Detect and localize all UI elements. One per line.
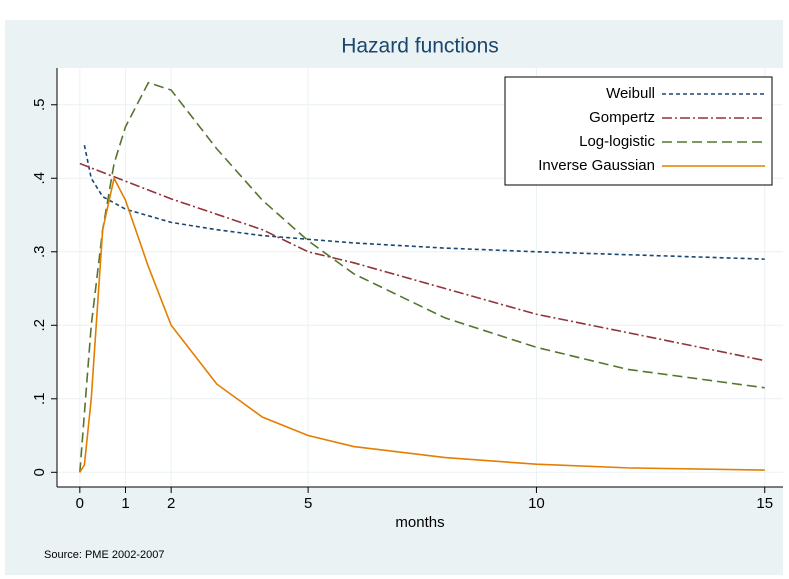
y-tick-label: .5 (31, 98, 48, 111)
y-tick-label: .3 (31, 246, 48, 259)
x-tick-label: 0 (76, 495, 84, 512)
source-note: Source: PME 2002-2007 (44, 549, 164, 561)
y-tick-label: .1 (31, 393, 48, 406)
x-axis-label: months (395, 514, 444, 531)
chart-title: Hazard functions (341, 35, 499, 58)
y-tick-label: .4 (31, 172, 48, 185)
y-tick-label: 0 (31, 468, 48, 476)
x-tick-label: 1 (121, 495, 129, 512)
legend-label: Inverse Gaussian (538, 157, 655, 174)
legend-label: Gompertz (589, 109, 655, 126)
x-tick-label: 5 (304, 495, 312, 512)
legend-label: Weibull (606, 85, 655, 102)
series-line (79, 175, 765, 473)
x-tick-label: 15 (756, 495, 773, 512)
x-tick-label: 2 (167, 495, 175, 512)
y-tick-label: .2 (31, 319, 48, 332)
legend-box (504, 76, 773, 186)
series-line (79, 81, 765, 473)
legend-label: Log-logistic (579, 133, 655, 150)
series-line (79, 162, 765, 362)
x-tick-label: 10 (528, 495, 545, 512)
